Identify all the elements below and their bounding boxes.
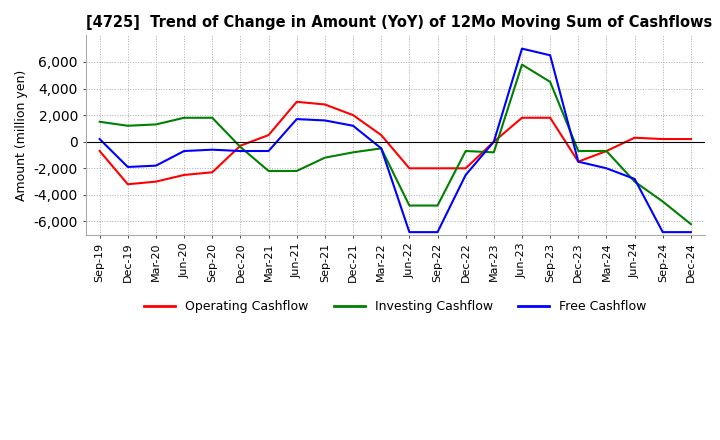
- Operating Cashflow: [236, 143, 245, 148]
- Operating Cashflow: [462, 166, 470, 171]
- Text: [4725]  Trend of Change in Amount (YoY) of 12Mo Moving Sum of Cashflows: [4725] Trend of Change in Amount (YoY) o…: [86, 15, 712, 30]
- Free Cashflow: [490, 139, 498, 144]
- Line: Investing Cashflow: Investing Cashflow: [99, 65, 691, 224]
- Investing Cashflow: [546, 79, 554, 84]
- Operating Cashflow: [630, 135, 639, 140]
- Legend: Operating Cashflow, Investing Cashflow, Free Cashflow: Operating Cashflow, Investing Cashflow, …: [139, 295, 652, 318]
- Investing Cashflow: [264, 169, 273, 174]
- Free Cashflow: [377, 146, 385, 151]
- Operating Cashflow: [490, 139, 498, 144]
- Operating Cashflow: [546, 115, 554, 121]
- Free Cashflow: [462, 172, 470, 178]
- Investing Cashflow: [292, 169, 301, 174]
- Operating Cashflow: [659, 136, 667, 142]
- Investing Cashflow: [518, 62, 526, 67]
- Line: Free Cashflow: Free Cashflow: [99, 49, 691, 232]
- Investing Cashflow: [236, 144, 245, 150]
- Operating Cashflow: [405, 166, 414, 171]
- Operating Cashflow: [152, 179, 161, 184]
- Investing Cashflow: [152, 122, 161, 127]
- Investing Cashflow: [602, 148, 611, 154]
- Investing Cashflow: [180, 115, 189, 121]
- Free Cashflow: [180, 148, 189, 154]
- Investing Cashflow: [124, 123, 132, 128]
- Free Cashflow: [602, 166, 611, 171]
- Operating Cashflow: [124, 182, 132, 187]
- Investing Cashflow: [687, 221, 696, 227]
- Free Cashflow: [687, 230, 696, 235]
- Free Cashflow: [518, 46, 526, 51]
- Free Cashflow: [320, 118, 329, 123]
- Operating Cashflow: [292, 99, 301, 104]
- Operating Cashflow: [264, 132, 273, 138]
- Investing Cashflow: [574, 148, 582, 154]
- Operating Cashflow: [687, 136, 696, 142]
- Operating Cashflow: [180, 172, 189, 178]
- Investing Cashflow: [462, 148, 470, 154]
- Free Cashflow: [264, 148, 273, 154]
- Investing Cashflow: [320, 155, 329, 160]
- Investing Cashflow: [630, 179, 639, 184]
- Operating Cashflow: [574, 159, 582, 164]
- Free Cashflow: [124, 164, 132, 169]
- Line: Operating Cashflow: Operating Cashflow: [99, 102, 691, 184]
- Free Cashflow: [659, 230, 667, 235]
- Operating Cashflow: [602, 148, 611, 154]
- Investing Cashflow: [405, 203, 414, 208]
- Operating Cashflow: [377, 132, 385, 138]
- Investing Cashflow: [433, 203, 442, 208]
- Y-axis label: Amount (million yen): Amount (million yen): [15, 70, 28, 201]
- Free Cashflow: [348, 123, 357, 128]
- Investing Cashflow: [208, 115, 217, 121]
- Free Cashflow: [152, 163, 161, 168]
- Free Cashflow: [95, 136, 104, 142]
- Operating Cashflow: [320, 102, 329, 107]
- Free Cashflow: [630, 176, 639, 182]
- Operating Cashflow: [348, 113, 357, 118]
- Operating Cashflow: [433, 166, 442, 171]
- Free Cashflow: [236, 148, 245, 154]
- Operating Cashflow: [95, 148, 104, 154]
- Operating Cashflow: [208, 170, 217, 175]
- Free Cashflow: [433, 230, 442, 235]
- Investing Cashflow: [659, 199, 667, 204]
- Investing Cashflow: [377, 146, 385, 151]
- Free Cashflow: [292, 117, 301, 122]
- Operating Cashflow: [518, 115, 526, 121]
- Investing Cashflow: [348, 150, 357, 155]
- Free Cashflow: [574, 159, 582, 164]
- Free Cashflow: [405, 230, 414, 235]
- Free Cashflow: [546, 53, 554, 58]
- Investing Cashflow: [490, 150, 498, 155]
- Free Cashflow: [208, 147, 217, 152]
- Investing Cashflow: [95, 119, 104, 125]
